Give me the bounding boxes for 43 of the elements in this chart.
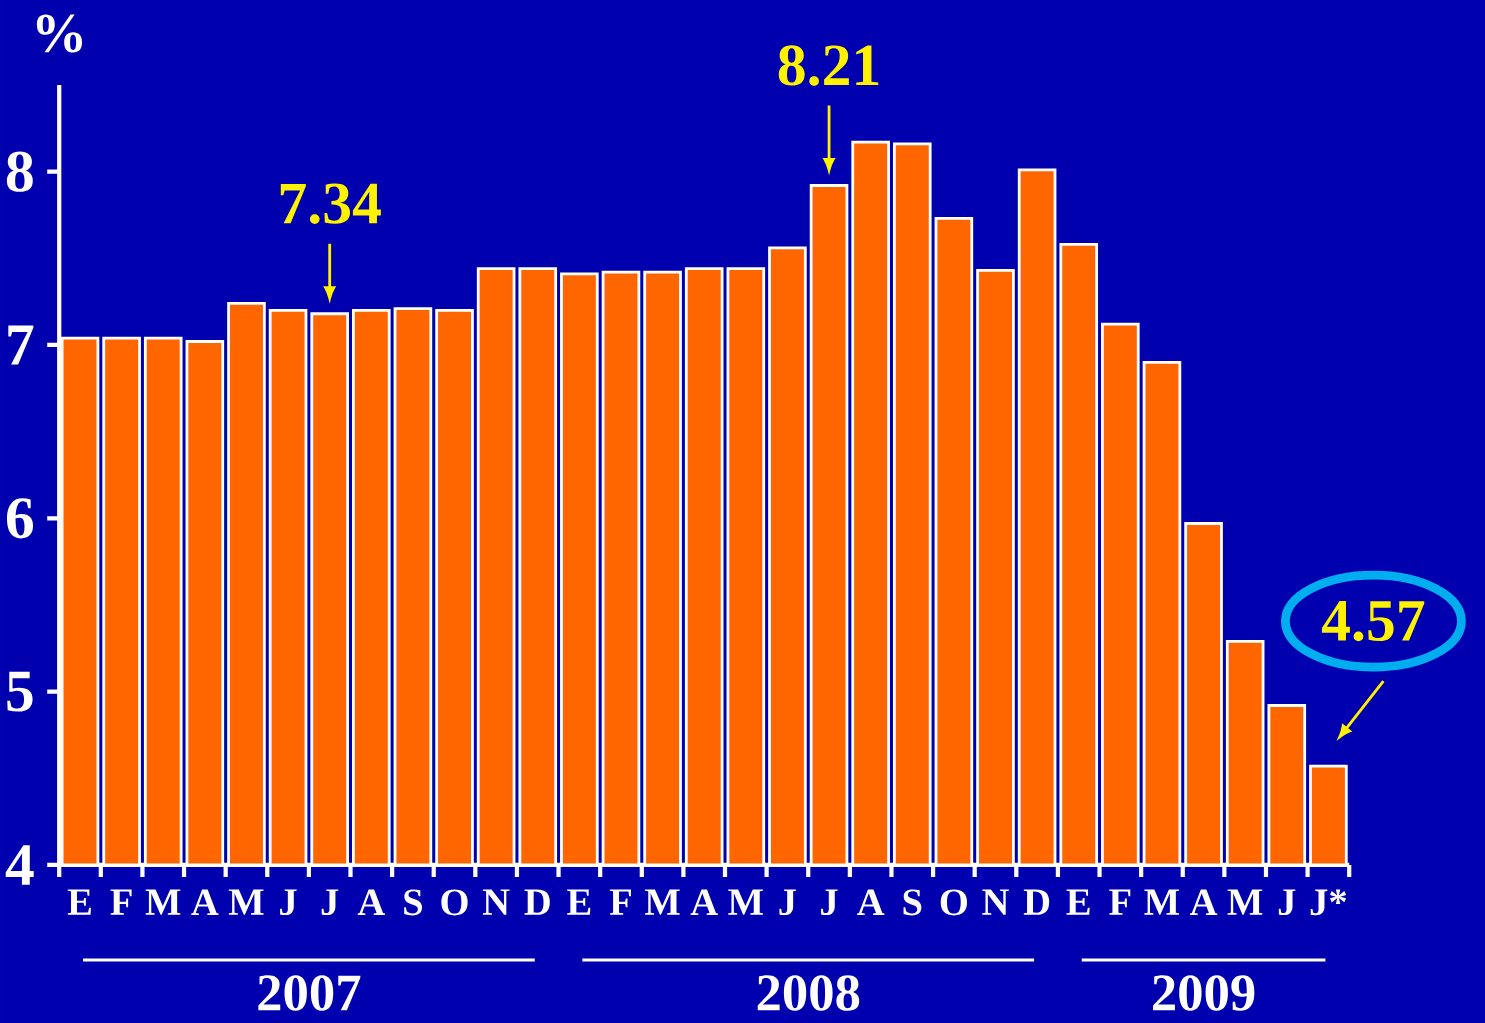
x-tick-label: E	[67, 889, 91, 915]
annotation: 8.21	[778, 45, 879, 86]
x-tick-label: J	[321, 889, 339, 916]
x-tick-label: J	[1278, 889, 1296, 916]
x-tick-label: D	[1023, 889, 1050, 915]
x-tick-label: A	[357, 889, 385, 915]
annotation: 7.34	[280, 183, 381, 224]
annotation: 4.57	[1321, 601, 1425, 642]
x-tick-label: M	[1144, 889, 1180, 915]
text: 2007	[258, 975, 361, 1011]
x-tick-label: M	[228, 889, 264, 915]
x-tick-label: S	[404, 889, 423, 916]
x-tick-label: J	[779, 889, 797, 916]
x-tick-label: F	[110, 889, 132, 915]
x-tick-label: M	[645, 889, 680, 915]
x-tick-label: O	[940, 889, 968, 916]
text: 2009	[1153, 975, 1255, 1011]
x-tick-label: A	[857, 889, 885, 915]
y-tick-label: 8	[6, 151, 33, 192]
x-tick-label: O	[441, 889, 468, 916]
x-tick-label: J	[821, 889, 838, 916]
x-tick-label: J	[280, 889, 297, 916]
y-tick-label: 4	[5, 845, 34, 885]
y-axis-title: %	[36, 14, 83, 53]
text: 2008	[757, 975, 860, 1011]
x-tick-label: F	[609, 889, 631, 915]
x-tick-label: E	[567, 889, 591, 915]
y-tick-label: 7	[8, 325, 34, 365]
x-tick-label: M	[145, 889, 181, 915]
x-tick-label: S	[903, 889, 922, 916]
x-tick-label: E	[1066, 889, 1090, 915]
x-tick-label: M	[728, 889, 763, 915]
y-tick-label: 5	[7, 671, 33, 712]
x-tick-label: A	[690, 889, 718, 915]
x-tick-label: N	[982, 889, 1009, 915]
x-tick-label: N	[482, 889, 510, 915]
x-tick-label: D	[524, 889, 550, 915]
x-tick-label: M	[1227, 889, 1263, 915]
x-tick-label: J*	[1310, 889, 1347, 916]
y-tick-label: 6	[6, 498, 34, 539]
x-tick-label: F	[1109, 889, 1131, 915]
x-tick-label: A	[1189, 889, 1218, 915]
x-tick-label: A	[191, 889, 219, 915]
